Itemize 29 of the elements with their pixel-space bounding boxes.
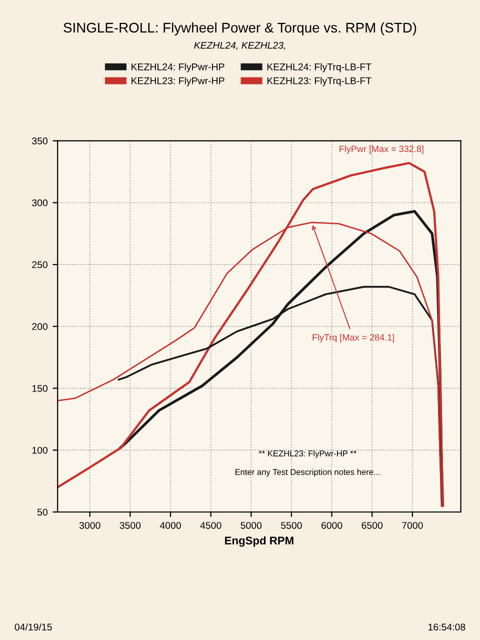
legend-label: KEZHL24: FlyTrq-LB-FT: [267, 63, 372, 72]
x-tick-label: 4000: [160, 522, 181, 529]
legend-label: KEZHL23: FlyTrq-LB-FT: [267, 77, 372, 86]
x-tick-label: 3000: [79, 522, 100, 529]
text: 16:54:08: [428, 624, 466, 630]
x-tick-label: 4500: [200, 522, 222, 529]
x-tick-label: 6000: [321, 522, 342, 529]
annotation: Enter any Test Description notes here...: [235, 468, 380, 477]
x-tick-label: 6500: [362, 522, 383, 529]
legend-label: KEZHL24: FlyPwr-HP: [132, 63, 224, 72]
chart-title: SINGLE-ROLL: Flywheel Power & Torque vs. RPM (STD): [64, 22, 416, 36]
y-tick-label: 200: [32, 323, 48, 330]
x-tick-label: 7000: [402, 522, 423, 529]
chart-subtitle: KEZHL24, KEZHL23,: [194, 42, 286, 50]
x-tick-label: 5000: [240, 522, 262, 529]
y-tick-label: 150: [32, 385, 48, 392]
y-tick-label: 100: [32, 446, 48, 454]
x-tick-label: 3500: [120, 522, 141, 529]
annotation: ** KEZHL23: FlyPwr-HP **: [258, 450, 356, 458]
y-tick-label: 50: [37, 508, 48, 516]
legend-label: KEZHL23: FlyPwr-HP: [132, 77, 224, 86]
x-tick-label: 5500: [281, 522, 302, 529]
text: 04/19/15: [14, 623, 52, 630]
x-axis-title: EngSpd RPM: [225, 536, 294, 547]
y-tick-label: 350: [32, 138, 48, 144]
y-tick-label: 250: [32, 261, 48, 268]
annotation: FlyTrq [Max = 284.1]: [312, 334, 394, 342]
annotation: FlyPwr [Max = 332.8]: [340, 145, 424, 154]
y-tick-label: 300: [32, 199, 48, 206]
